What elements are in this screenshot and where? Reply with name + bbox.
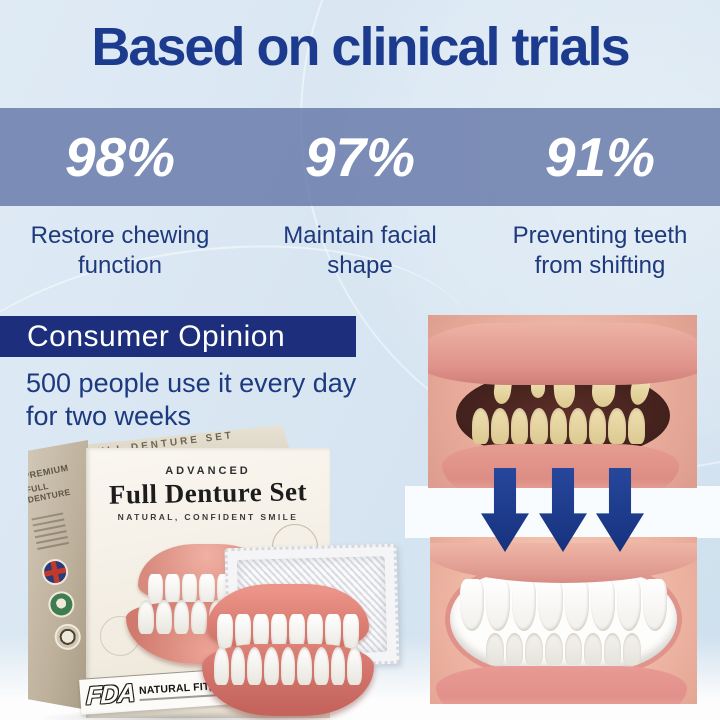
stat-value-2: 97% <box>304 126 416 188</box>
stats-band: 98% 97% 91% <box>0 108 720 206</box>
stat-cell: 91% <box>480 108 720 206</box>
side-product-label: FULL DENTURE <box>24 480 72 505</box>
lower-teeth-row <box>214 647 363 685</box>
caption-line: shape <box>327 251 393 279</box>
stat-caption-1: Restore chewing function <box>0 221 240 281</box>
stat-value-1: 98% <box>64 126 176 188</box>
description-line: 500 people use it every day <box>26 368 357 398</box>
consumer-opinion-title: Consumer Opinion <box>27 319 286 353</box>
stat-cell: 98% <box>0 108 240 206</box>
box-product-title: Full Denture Set <box>108 476 308 510</box>
uk-flag-badge-icon <box>39 556 71 588</box>
lower-lip <box>436 666 687 704</box>
stat-cell: 97% <box>240 108 480 206</box>
before-teeth-photo <box>428 315 697 488</box>
lower-teeth-row <box>472 408 645 444</box>
caption-line: from shifting <box>534 251 666 279</box>
lower-denture <box>202 644 374 716</box>
box-tagline: NATURAL, CONFIDENT SMILE <box>117 512 299 522</box>
page-title: Based on clinical trials <box>91 17 630 77</box>
quality-seal-icon <box>52 621 83 653</box>
caption-line: function <box>77 251 163 279</box>
lower-teeth-row <box>486 633 641 665</box>
stat-value-3: 91% <box>544 126 656 188</box>
stat-caption-2: Maintain facial shape <box>240 221 480 281</box>
consumer-opinion-banner: Consumer Opinion <box>0 316 356 357</box>
box-kicker: ADVANCED <box>165 465 251 477</box>
natural-badge-icon <box>46 589 77 620</box>
stat-caption-3: Preventing teeth from shifting <box>480 221 720 281</box>
caption-line: Preventing teeth <box>512 222 688 249</box>
after-teeth-photo <box>430 537 697 704</box>
caption-line: Maintain facial <box>283 222 437 249</box>
upper-teeth-row <box>460 579 667 631</box>
stat-captions: Restore chewing function Maintain facial… <box>0 221 720 281</box>
consumer-opinion-description: 500 people use it every day for two week… <box>26 367 356 433</box>
box-side-face: PREMIUM FULL DENTURE <box>28 440 88 710</box>
upper-lip <box>428 323 697 385</box>
fda-logo: FDA <box>85 678 136 711</box>
caption-line: Restore chewing <box>30 222 210 249</box>
side-fine-print <box>31 509 87 550</box>
description-line: for two weeks <box>26 400 192 431</box>
denture-set <box>202 584 374 718</box>
upper-denture <box>207 584 369 654</box>
